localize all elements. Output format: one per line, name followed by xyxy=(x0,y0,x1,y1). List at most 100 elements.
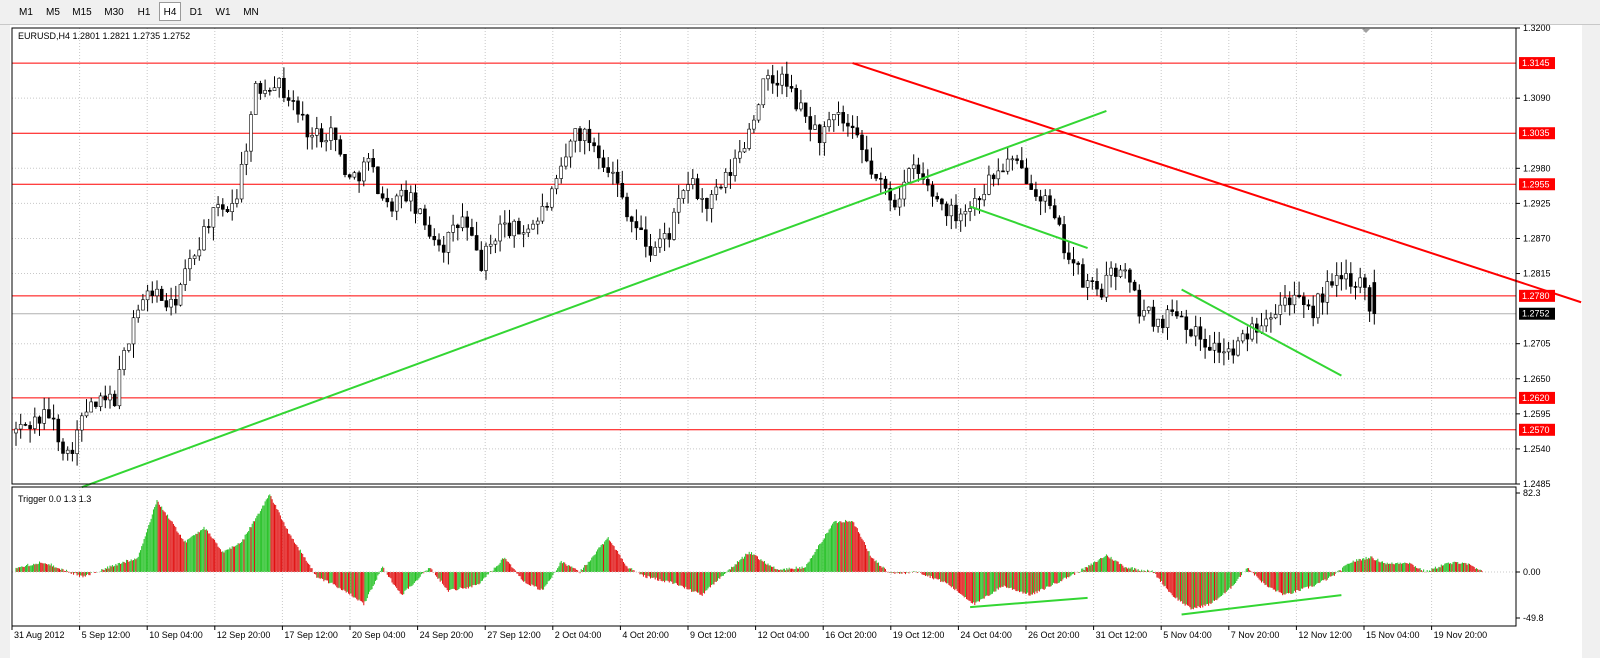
price-tick-label: 1.2540 xyxy=(1523,444,1551,454)
candle-body xyxy=(944,203,949,217)
timeframe-button-m30[interactable]: M30 xyxy=(104,7,124,18)
candle-body xyxy=(526,228,531,234)
candle-body xyxy=(611,171,615,174)
candle-body xyxy=(507,222,512,237)
candle-body xyxy=(319,128,324,143)
candle-body xyxy=(1236,340,1240,356)
candle-body xyxy=(648,246,653,256)
time-tick-label: 2 Oct 04:00 xyxy=(555,630,602,640)
candle-body xyxy=(197,249,202,257)
candle-body xyxy=(136,309,140,319)
candle-body xyxy=(329,127,333,141)
candle-body xyxy=(244,150,249,165)
candle-body xyxy=(512,220,517,237)
price-tick-label: 1.2705 xyxy=(1523,339,1551,349)
candle-body xyxy=(1344,273,1348,280)
chart-frames xyxy=(11,27,1517,627)
candle-body xyxy=(1278,304,1283,315)
candle-body xyxy=(164,300,169,308)
timeframe-button-h1[interactable]: H1 xyxy=(137,7,151,18)
candle-body xyxy=(1001,170,1005,173)
candle-body xyxy=(1353,286,1358,288)
candle-body xyxy=(1198,326,1203,340)
candle-body xyxy=(1038,196,1043,202)
level-price-label: 1.2780 xyxy=(1522,291,1550,301)
candle-body xyxy=(996,170,1001,180)
current-price-tag xyxy=(1519,307,1555,320)
timeframe-button-m5[interactable]: M5 xyxy=(46,7,60,18)
timeframe-button-m15[interactable]: M15 xyxy=(72,7,92,18)
timeframe-button-mn[interactable]: MN xyxy=(243,7,259,18)
candle-body xyxy=(1330,281,1334,286)
candle-body xyxy=(982,193,987,201)
candle-body xyxy=(61,441,65,454)
candle-body xyxy=(643,229,648,247)
candle-body xyxy=(263,90,267,94)
candle-body xyxy=(493,240,498,245)
candle-body xyxy=(714,186,719,195)
candle-body xyxy=(672,211,676,240)
candle-body xyxy=(117,369,122,407)
candle-body xyxy=(625,196,629,218)
candle-body xyxy=(277,77,282,89)
candle-body xyxy=(690,178,695,185)
candle-body xyxy=(639,227,643,231)
time-tick-label: 27 Sep 12:00 xyxy=(487,630,541,640)
candle-body xyxy=(488,243,493,247)
candle-body xyxy=(145,290,150,301)
candle-body xyxy=(1151,306,1156,327)
time-tick-label: 5 Nov 04:00 xyxy=(1163,630,1212,640)
candle-body xyxy=(479,249,484,271)
trendlines xyxy=(81,62,1582,616)
level-price-tag xyxy=(1519,391,1555,404)
candle-body xyxy=(159,288,164,301)
candle-body xyxy=(1029,183,1033,190)
price-tick-label: 1.2925 xyxy=(1523,198,1551,208)
candle-body xyxy=(869,160,874,175)
candle-body xyxy=(239,164,244,200)
price-tick-label: 1.2485 xyxy=(1523,479,1551,489)
candle-body xyxy=(874,173,878,179)
candle-body xyxy=(404,189,408,202)
candle-body xyxy=(1302,296,1306,306)
time-tick-label: 4 Oct 20:00 xyxy=(622,630,669,640)
candle-body xyxy=(573,128,578,142)
candle-body xyxy=(127,343,131,351)
candle-body xyxy=(1203,338,1207,348)
candle-body xyxy=(1132,281,1137,291)
candle-body xyxy=(766,75,770,80)
candle-body xyxy=(1306,304,1311,307)
candle-body xyxy=(620,182,625,198)
timeframe-button-h4[interactable]: H4 xyxy=(159,2,181,21)
candle-body xyxy=(1269,317,1273,320)
candle-body xyxy=(517,220,521,235)
candle-body xyxy=(855,127,860,136)
candle-body xyxy=(545,205,549,208)
candle-body xyxy=(394,195,399,212)
candle-body xyxy=(860,134,864,151)
candle-body xyxy=(521,232,526,235)
candle-body xyxy=(564,156,568,167)
timeframe-button-m1[interactable]: M1 xyxy=(19,7,33,18)
candle-body xyxy=(1067,252,1071,260)
timeframe-button-d1[interactable]: D1 xyxy=(189,7,203,18)
candle-body xyxy=(305,114,310,138)
candle-body xyxy=(1226,348,1231,353)
candle-body xyxy=(390,201,394,212)
candle-body xyxy=(1161,318,1165,328)
candle-body xyxy=(1208,346,1212,351)
candle-body xyxy=(1240,333,1245,342)
candle-body xyxy=(141,299,145,311)
candle-body xyxy=(300,113,305,116)
candle-body xyxy=(1099,288,1104,298)
timeframe-button-w1[interactable]: W1 xyxy=(215,7,231,18)
candle-body xyxy=(56,418,61,443)
candle-body xyxy=(719,186,723,189)
candle-body xyxy=(1010,158,1015,161)
candle-body xyxy=(65,449,70,454)
candle-body xyxy=(1128,269,1132,283)
candle-body xyxy=(789,86,794,89)
candle-body xyxy=(770,75,775,84)
candle-body xyxy=(465,216,470,228)
